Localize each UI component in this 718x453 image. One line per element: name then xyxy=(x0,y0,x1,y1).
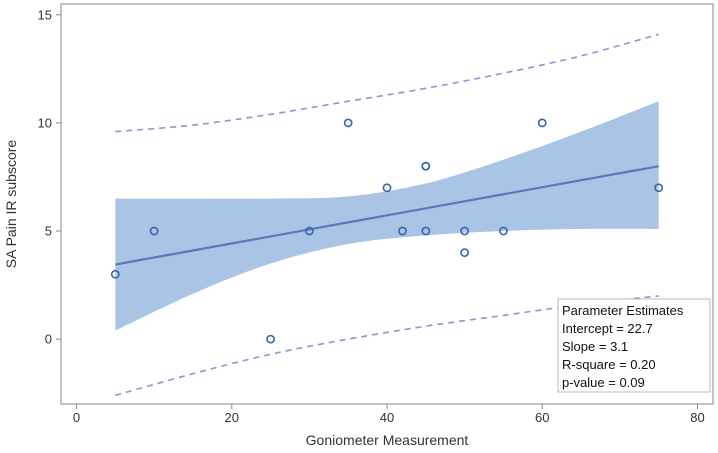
data-point xyxy=(343,118,353,128)
y-tick-label: 5 xyxy=(45,224,52,239)
y-tick-label: 10 xyxy=(38,115,52,130)
stats-slope: Slope = 3.1 xyxy=(562,339,628,354)
data-point xyxy=(382,183,392,193)
y-tick-label: 0 xyxy=(45,332,52,347)
x-tick-label: 0 xyxy=(73,410,80,425)
data-point xyxy=(304,226,314,236)
fit-line-layer xyxy=(115,165,659,266)
data-point xyxy=(460,248,470,258)
data-point xyxy=(499,226,508,236)
x-tick-label: 40 xyxy=(380,410,394,425)
data-point xyxy=(421,226,431,236)
data-point xyxy=(421,161,431,171)
data-point xyxy=(149,226,159,236)
x-tick-label: 20 xyxy=(225,410,239,425)
y-axis-title: SA Pain IR subscore xyxy=(3,140,19,269)
x-tick-label: 80 xyxy=(690,410,704,425)
stats-p-value: p-value = 0.09 xyxy=(562,375,645,390)
regression-fit-line xyxy=(115,165,659,266)
x-axis-title: Goniometer Measurement xyxy=(306,432,469,448)
x-axis-ticks: 0 20 40 60 80 xyxy=(73,404,705,425)
upper-prediction-limit xyxy=(115,33,659,133)
stats-heading: Parameter Estimates xyxy=(562,303,684,318)
data-point xyxy=(110,269,120,279)
data-point xyxy=(460,226,470,236)
data-point xyxy=(266,334,275,344)
data-points-layer xyxy=(110,118,664,344)
data-point xyxy=(537,118,547,128)
parameter-estimates-border xyxy=(557,298,711,393)
stats-r-square: R-square = 0.20 xyxy=(562,357,656,372)
data-point xyxy=(654,183,664,193)
x-tick-label: 60 xyxy=(535,410,549,425)
y-tick-label: 15 xyxy=(38,7,52,22)
parameter-estimates-box: Parameter Estimates Intercept = 22.7 Slo… xyxy=(557,298,711,393)
stats-intercept: Intercept = 22.7 xyxy=(562,321,653,336)
y-axis-ticks: 0 5 10 15 xyxy=(38,7,61,347)
data-point xyxy=(398,226,407,236)
